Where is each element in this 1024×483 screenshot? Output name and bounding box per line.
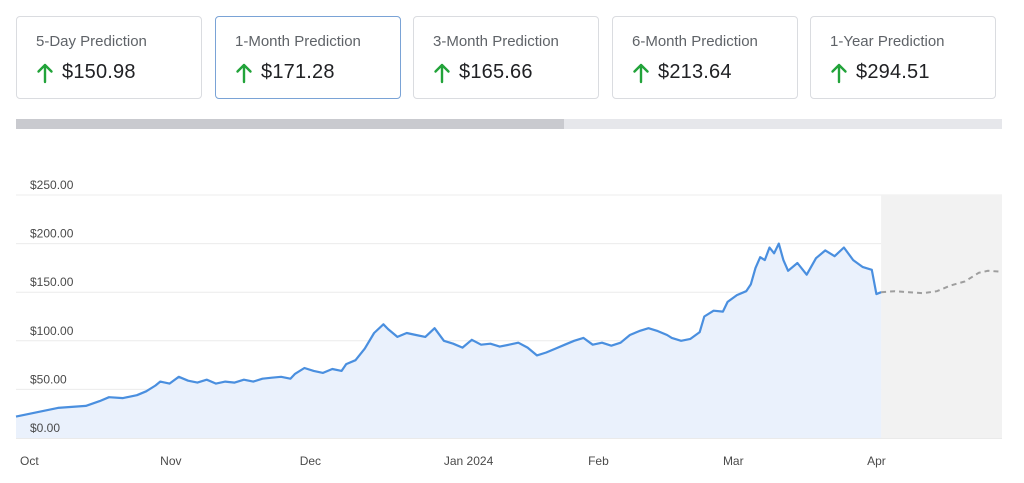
prediction-card-value: $213.64	[658, 61, 732, 83]
prediction-card-value: $171.28	[261, 61, 335, 83]
prediction-card-label: 5-Day Prediction	[36, 33, 147, 50]
prediction-card-5-day[interactable]: 5-Day Prediction $150.98	[16, 16, 202, 99]
scrollbar-thumb[interactable]	[16, 119, 564, 129]
arrow-up-icon	[434, 63, 450, 83]
x-tick-label: Feb	[588, 454, 609, 468]
history-series-line	[15, 242, 882, 418]
x-tick-label: Nov	[160, 454, 181, 468]
horizontal-scrollbar[interactable]	[16, 119, 1002, 129]
prediction-card-3-month[interactable]: 3-Month Prediction $165.66	[413, 16, 599, 99]
x-tick-label: Mar	[723, 454, 744, 468]
arrow-up-icon	[831, 63, 847, 83]
y-tick-label: $100.00	[30, 324, 74, 338]
forecast-series-line	[881, 269, 1003, 295]
x-tick-label: Dec	[300, 454, 321, 468]
y-tick-label: $250.00	[30, 178, 74, 192]
prediction-card-label: 1-Year Prediction	[830, 33, 945, 50]
y-tick-label: $150.00	[30, 275, 74, 289]
prediction-card-value: $150.98	[62, 61, 136, 83]
arrow-up-icon	[236, 63, 252, 83]
x-tick-label: Jan 2024	[444, 454, 494, 468]
x-tick-label: Apr	[867, 454, 886, 468]
y-tick-label: $200.00	[30, 227, 74, 241]
price-chart: $0.00$50.00$100.00$150.00$200.00$250.00 …	[15, 178, 1003, 468]
x-axis: Oct Nov Dec Jan 2024 Feb Mar Apr	[20, 454, 886, 468]
prediction-card-6-month[interactable]: 6-Month Prediction $213.64	[612, 16, 798, 99]
prediction-card-value: $294.51	[856, 61, 930, 83]
arrow-up-icon	[633, 63, 649, 83]
arrow-up-icon	[37, 63, 53, 83]
prediction-card-label: 3-Month Prediction	[433, 33, 559, 50]
prediction-card-label: 1-Month Prediction	[235, 33, 361, 50]
prediction-card-value: $165.66	[459, 61, 533, 83]
prediction-card-label: 6-Month Prediction	[632, 33, 758, 50]
y-tick-label: $0.00	[30, 421, 60, 435]
y-axis: $0.00 $50.00 $100.00 $150.00 $200.00 $250.00	[30, 178, 74, 435]
prediction-card-1-year[interactable]: 1-Year Prediction $294.51	[810, 16, 996, 99]
y-tick-label: $50.00	[30, 372, 67, 386]
prediction-cards: 5-Day Prediction $150.98 1-Month Predict…	[16, 16, 997, 101]
history-area	[16, 243, 882, 438]
forecast-area	[881, 195, 1002, 438]
prediction-card-1-month[interactable]: 1-Month Prediction $171.28	[215, 16, 401, 99]
x-tick-label: Oct	[20, 454, 39, 468]
